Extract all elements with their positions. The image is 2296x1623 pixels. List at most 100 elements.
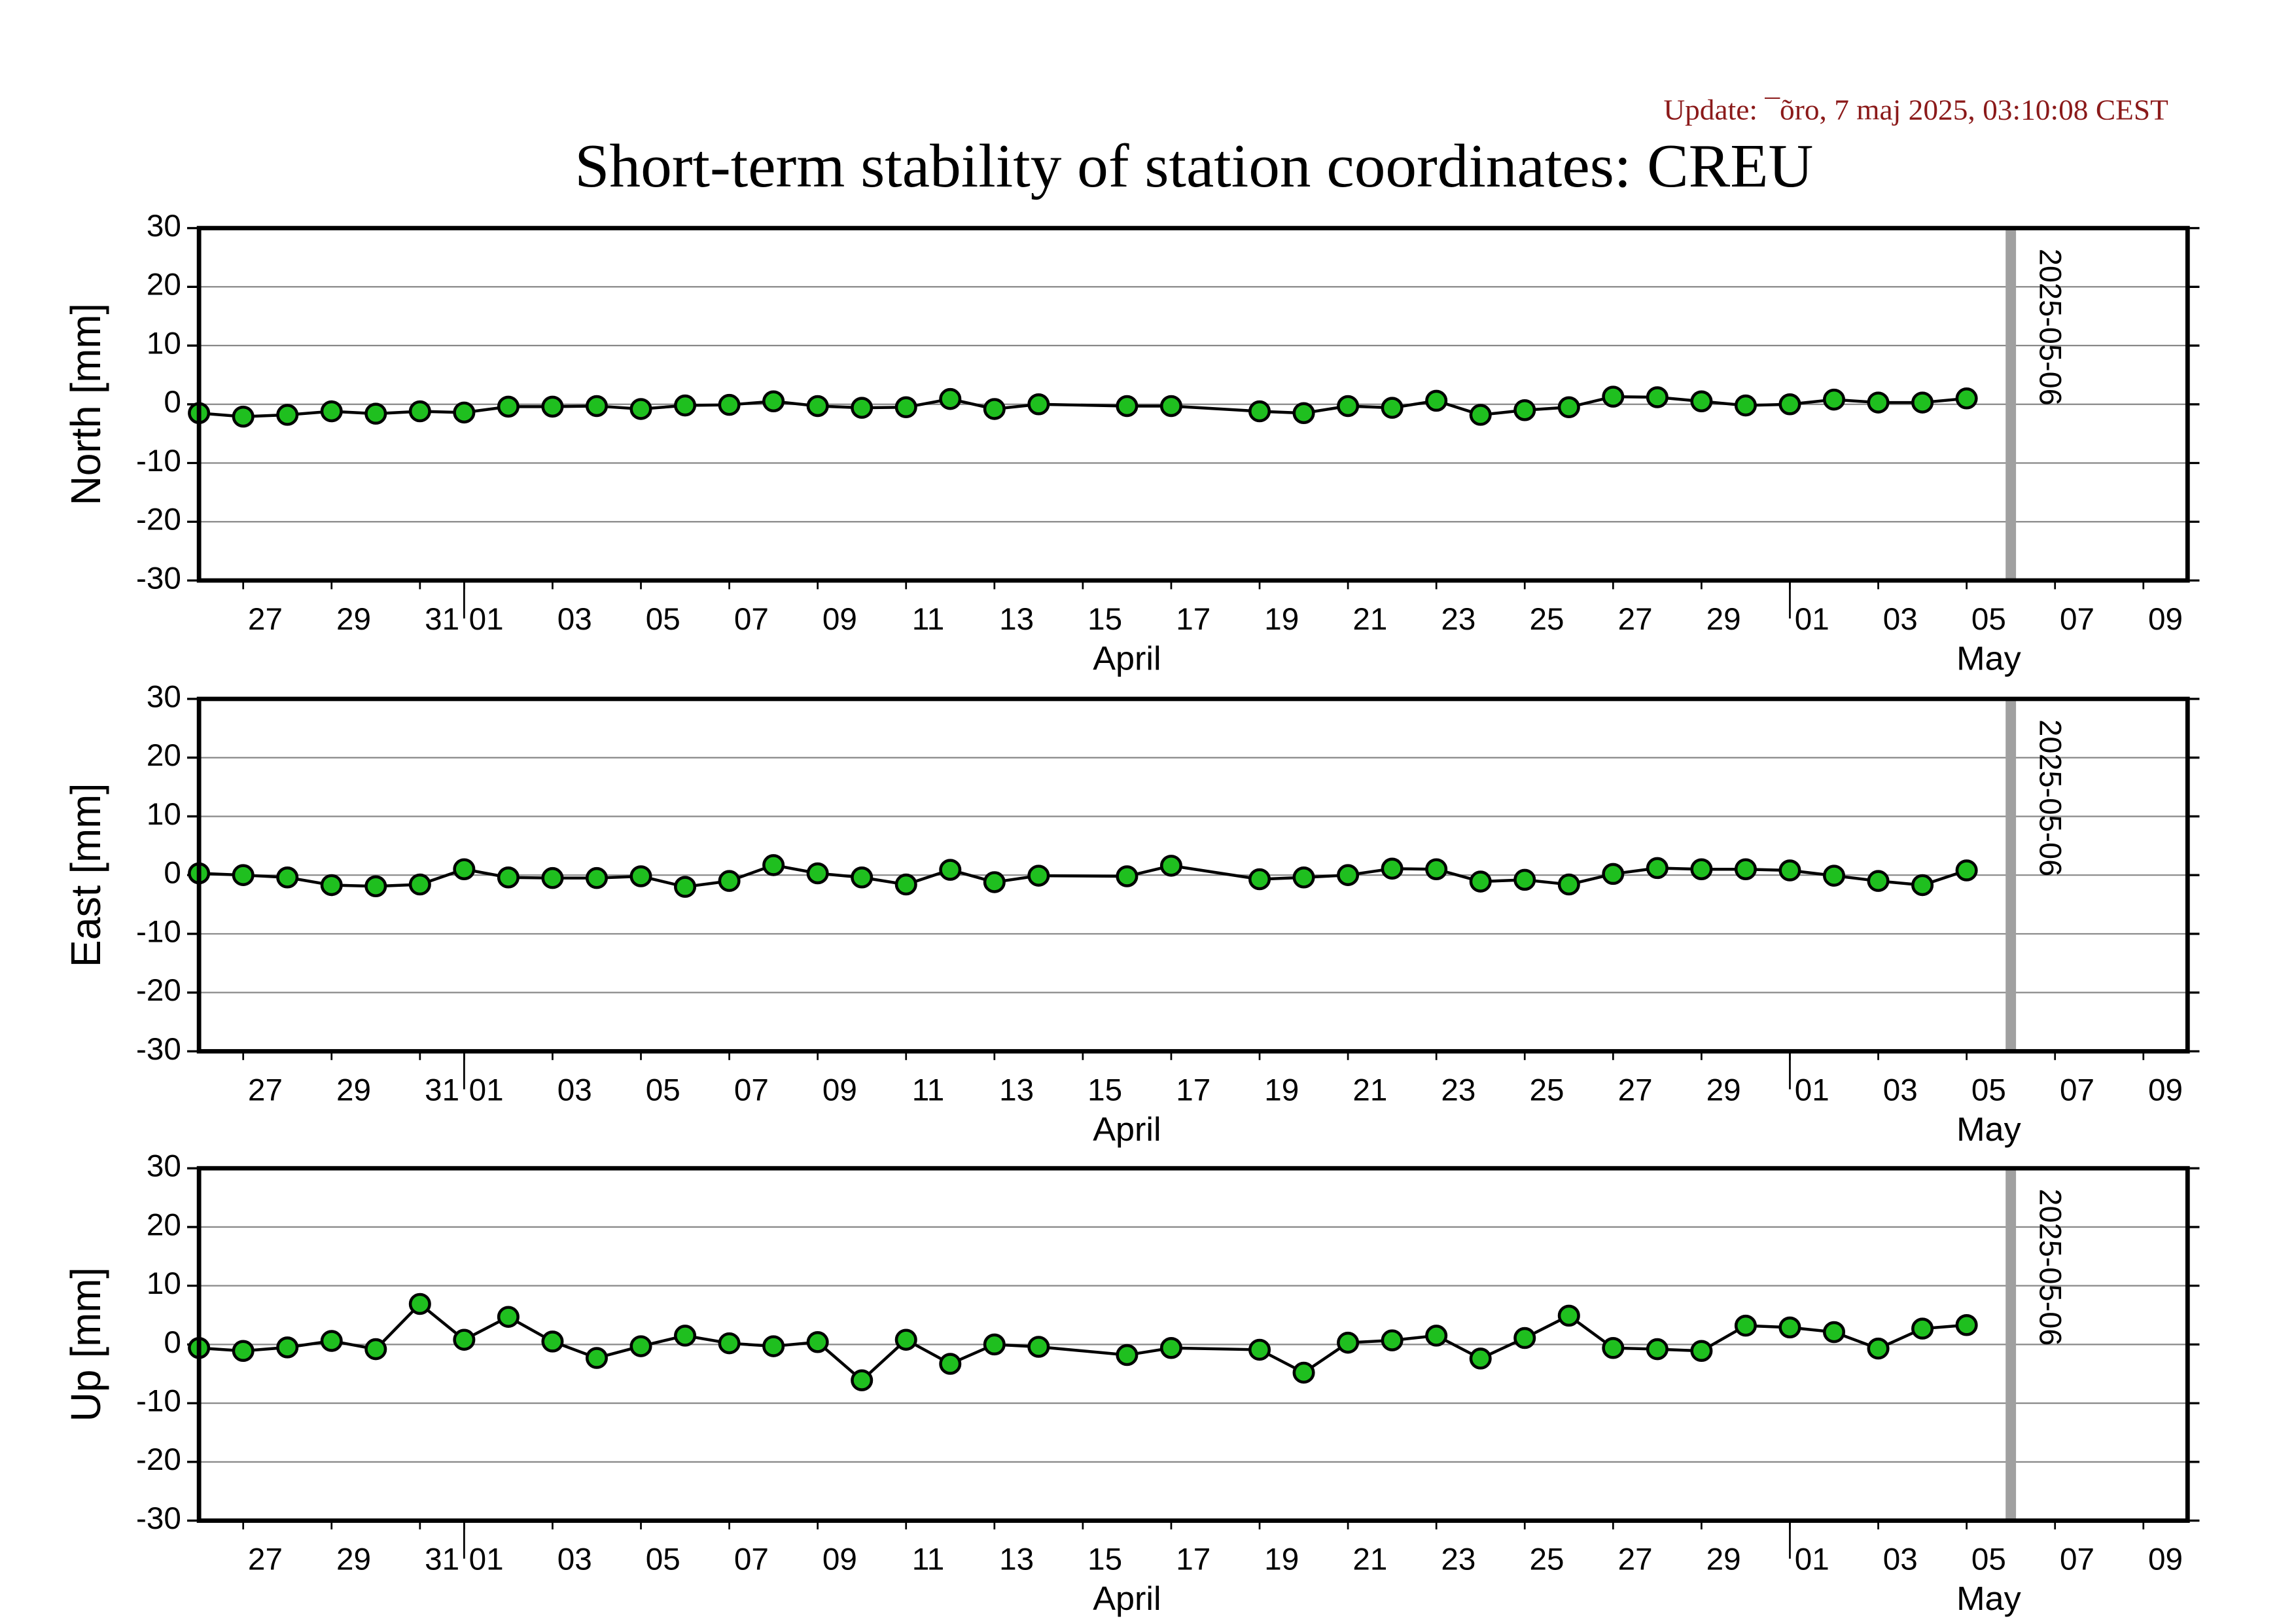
x-tick-label: 09 bbox=[2148, 1073, 2183, 1108]
data-point bbox=[453, 858, 476, 880]
data-point bbox=[232, 1340, 255, 1363]
x-tick-label: 29 bbox=[1706, 602, 1741, 637]
x-tick-label: 31 bbox=[425, 1073, 459, 1108]
data-point bbox=[1690, 390, 1713, 413]
data-point bbox=[939, 1353, 962, 1375]
x-tick-label: 07 bbox=[2060, 602, 2094, 637]
x-tick-label: 05 bbox=[1971, 1543, 2006, 1577]
data-point bbox=[1557, 873, 1580, 896]
y-tick-label: 0 bbox=[164, 856, 181, 891]
x-tick-label: 29 bbox=[1706, 1073, 1741, 1108]
data-point bbox=[1734, 1314, 1757, 1337]
data-point bbox=[939, 859, 962, 881]
data-point bbox=[1292, 402, 1315, 424]
x-tick-label: 01 bbox=[469, 602, 504, 637]
data-point bbox=[1513, 1327, 1536, 1349]
data-point bbox=[232, 405, 255, 428]
data-point bbox=[1337, 1331, 1360, 1354]
x-tick-label: 09 bbox=[2148, 1543, 2183, 1577]
data-point bbox=[541, 1330, 564, 1353]
x-tick-label: 25 bbox=[1530, 1073, 1564, 1108]
data-point bbox=[1513, 868, 1536, 891]
x-tick-label: 29 bbox=[336, 1073, 371, 1108]
x-tick-label: 07 bbox=[734, 602, 769, 637]
data-point bbox=[894, 396, 917, 419]
x-tick-label: 29 bbox=[336, 602, 371, 637]
month-label: May bbox=[1956, 1579, 2021, 1617]
data-point bbox=[762, 1335, 785, 1357]
reference-label: 2025-05-06 bbox=[2032, 719, 2067, 876]
data-point bbox=[894, 1329, 917, 1351]
data-point bbox=[276, 1336, 299, 1359]
data-point bbox=[1292, 866, 1315, 889]
x-tick-label: 23 bbox=[1441, 602, 1475, 637]
data-point bbox=[806, 1331, 829, 1353]
x-tick-label: 31 bbox=[425, 602, 459, 637]
data-point bbox=[806, 395, 829, 418]
data-point bbox=[541, 866, 564, 889]
y-tick-label: 30 bbox=[147, 209, 181, 243]
y-tick-label: 0 bbox=[164, 385, 181, 419]
y-tick-label: -10 bbox=[136, 444, 181, 478]
x-tick-label: 17 bbox=[1176, 602, 1210, 637]
data-point bbox=[276, 866, 299, 889]
x-tick-label: 05 bbox=[646, 1073, 680, 1108]
data-point bbox=[1248, 868, 1271, 891]
data-point bbox=[1778, 1316, 1801, 1339]
data-point bbox=[851, 866, 874, 889]
x-tick-label: 11 bbox=[912, 1073, 944, 1108]
data-point bbox=[1381, 1329, 1404, 1351]
x-tick-label: 21 bbox=[1352, 1543, 1387, 1577]
data-point bbox=[585, 395, 608, 418]
month-label: May bbox=[1956, 639, 2021, 677]
x-tick-label: 19 bbox=[1264, 1543, 1299, 1577]
y-axis-label: North [mm] bbox=[63, 303, 110, 505]
data-point bbox=[1778, 393, 1801, 416]
data-point bbox=[1955, 859, 1978, 882]
x-tick-label: 07 bbox=[2060, 1543, 2094, 1577]
data-point bbox=[1425, 1325, 1448, 1347]
x-tick-label: 13 bbox=[999, 1543, 1034, 1577]
data-point bbox=[1381, 397, 1404, 419]
x-tick-label: 01 bbox=[1795, 602, 1829, 637]
data-point bbox=[541, 395, 564, 418]
data-point bbox=[1425, 389, 1448, 412]
data-point bbox=[1159, 1337, 1182, 1359]
data-point bbox=[1557, 1304, 1580, 1327]
update-stamp: Update: ¯õro, 7 maj 2025, 03:10:08 CEST bbox=[1663, 94, 2168, 126]
month-label: April bbox=[1093, 1110, 1161, 1148]
x-tick-label: 19 bbox=[1264, 1073, 1299, 1108]
x-tick-label: 03 bbox=[557, 1543, 592, 1577]
x-tick-label: 03 bbox=[1883, 602, 1918, 637]
data-point bbox=[585, 866, 608, 889]
data-point bbox=[232, 864, 255, 886]
data-point bbox=[1557, 396, 1580, 419]
data-point bbox=[1867, 1337, 1890, 1360]
data-point bbox=[939, 387, 962, 410]
data-point bbox=[1248, 400, 1271, 423]
x-tick-label: 19 bbox=[1264, 602, 1299, 637]
x-tick-label: 13 bbox=[999, 1073, 1034, 1108]
x-tick-label: 31 bbox=[425, 1543, 459, 1577]
data-point bbox=[1513, 399, 1536, 421]
data-point bbox=[1292, 1361, 1315, 1384]
y-tick-label: -20 bbox=[136, 1443, 181, 1478]
x-tick-label: 07 bbox=[734, 1073, 769, 1108]
data-point bbox=[1602, 863, 1625, 885]
data-point bbox=[1690, 1340, 1713, 1363]
data-point bbox=[674, 876, 697, 898]
x-tick-label: 13 bbox=[999, 602, 1034, 637]
x-tick-label: 07 bbox=[2060, 1073, 2094, 1108]
y-tick-label: 10 bbox=[147, 797, 181, 832]
x-tick-label: 27 bbox=[248, 1543, 283, 1577]
x-tick-label: 27 bbox=[1618, 1543, 1653, 1577]
data-point bbox=[1778, 859, 1801, 882]
data-point bbox=[1248, 1338, 1271, 1361]
x-tick-label: 09 bbox=[822, 1543, 857, 1577]
data-point bbox=[1027, 1336, 1050, 1358]
month-label: April bbox=[1093, 639, 1161, 677]
x-tick-label: 01 bbox=[1795, 1543, 1829, 1577]
x-tick-label: 23 bbox=[1441, 1543, 1475, 1577]
data-point bbox=[1955, 387, 1978, 410]
data-point bbox=[408, 873, 431, 896]
